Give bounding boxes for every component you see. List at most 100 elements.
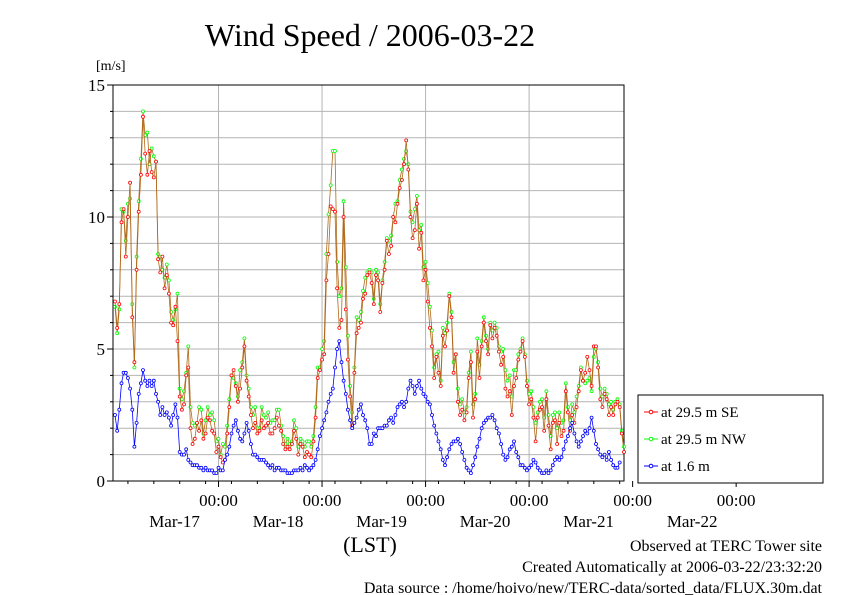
data-point [499, 362, 504, 367]
data-point [195, 420, 199, 425]
data-point [240, 360, 245, 365]
data-point [514, 376, 519, 380]
data-point [488, 415, 493, 420]
data-point [557, 457, 562, 462]
data-point [363, 291, 368, 296]
data-point [581, 434, 585, 439]
data-point [529, 389, 534, 394]
data-point [421, 265, 426, 270]
data-point [382, 267, 387, 272]
data-point [451, 370, 456, 375]
data-point [419, 230, 424, 235]
data-point [542, 428, 547, 433]
data-point [235, 399, 240, 404]
data-point [432, 376, 437, 380]
data-point [507, 447, 512, 452]
data-point [188, 460, 193, 465]
data-point [607, 413, 611, 417]
data-point [399, 399, 404, 404]
data-point [540, 405, 544, 410]
data-point [307, 468, 312, 473]
data-point [320, 357, 325, 362]
data-point [233, 418, 238, 423]
data-point [570, 413, 575, 417]
data-point [544, 468, 549, 473]
data-point [214, 471, 219, 476]
data-point [311, 463, 316, 468]
data-point [136, 391, 141, 396]
legend-label: at 29.5 m NW [661, 432, 747, 448]
data-point [538, 399, 542, 404]
data-point [266, 463, 271, 468]
data-point [264, 415, 268, 420]
data-point [520, 339, 525, 344]
x-tick-date-label: Mar-22 [667, 512, 718, 531]
data-point [356, 325, 361, 330]
data-point [130, 315, 135, 320]
data-point [501, 354, 506, 359]
data-point [525, 384, 529, 388]
footer-site: Observed at TERC Tower site [630, 538, 822, 555]
data-point [460, 407, 465, 412]
data-point [594, 344, 598, 349]
data-point [477, 376, 482, 380]
data-point [361, 288, 365, 293]
data-point [458, 442, 463, 446]
data-point [287, 447, 292, 452]
data-point [410, 236, 415, 241]
data-point [557, 420, 562, 425]
data-point [557, 410, 562, 415]
data-point [143, 378, 148, 383]
data-point [251, 426, 255, 431]
data-point [317, 368, 322, 373]
data-point [134, 254, 139, 259]
data-point [553, 418, 557, 423]
data-point [315, 447, 320, 452]
data-point [242, 336, 247, 341]
data-point [210, 428, 215, 433]
data-point [481, 420, 486, 425]
data-point [604, 457, 609, 462]
data-point [333, 365, 337, 370]
data-point [464, 465, 469, 470]
data-point [384, 238, 389, 243]
data-point [138, 172, 143, 177]
data-point [471, 415, 475, 420]
data-point [264, 460, 268, 465]
data-point [123, 370, 128, 375]
data-point [466, 468, 471, 473]
data-point [553, 457, 557, 462]
data-point [566, 410, 570, 415]
data-point [538, 468, 542, 473]
data-point [322, 352, 327, 357]
data-point [115, 331, 120, 336]
data-point [496, 431, 501, 436]
data-point [130, 407, 135, 412]
data-point [160, 254, 165, 259]
data-point [412, 228, 417, 233]
data-point [563, 381, 568, 386]
data-point [337, 294, 342, 299]
data-point [572, 431, 577, 436]
series-2 [113, 339, 622, 476]
data-point [233, 384, 238, 388]
data-point [330, 386, 335, 391]
data-point [479, 344, 484, 349]
data-point [313, 405, 318, 410]
data-point [311, 439, 316, 444]
data-point [563, 439, 568, 444]
data-point [197, 405, 202, 410]
data-point [305, 465, 309, 470]
data-point [609, 457, 613, 462]
data-point [423, 267, 428, 272]
data-point [402, 162, 406, 167]
data-point [141, 368, 145, 373]
data-point [611, 413, 616, 417]
data-point [544, 397, 549, 402]
data-point [158, 270, 163, 275]
data-point [380, 281, 385, 285]
data-point [253, 420, 258, 425]
data-point [160, 405, 165, 410]
data-point [406, 386, 411, 391]
data-point [214, 450, 219, 454]
